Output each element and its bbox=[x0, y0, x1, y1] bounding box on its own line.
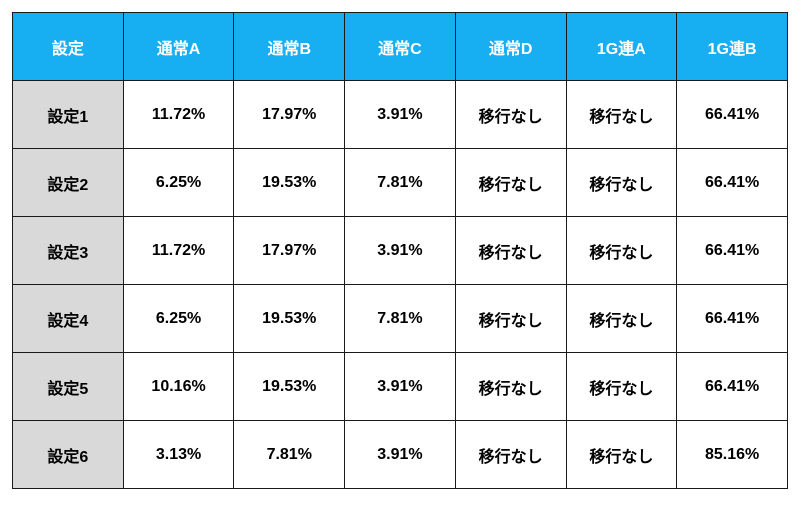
cell: 19.53% bbox=[234, 353, 345, 421]
cell: 17.97% bbox=[234, 81, 345, 149]
table-row: 設定3 11.72% 17.97% 3.91% 移行なし 移行なし 66.41% bbox=[13, 217, 788, 285]
cell: 移行なし bbox=[566, 149, 677, 217]
cell: 移行なし bbox=[566, 421, 677, 489]
cell: 移行なし bbox=[566, 353, 677, 421]
header-row: 設定 通常A 通常B 通常C 通常D 1G連A 1G連B bbox=[13, 13, 788, 81]
cell: 移行なし bbox=[455, 285, 566, 353]
cell: 移行なし bbox=[566, 285, 677, 353]
table-row: 設定5 10.16% 19.53% 3.91% 移行なし 移行なし 66.41% bbox=[13, 353, 788, 421]
row-label: 設定1 bbox=[13, 81, 124, 149]
row-label: 設定3 bbox=[13, 217, 124, 285]
cell: 17.97% bbox=[234, 217, 345, 285]
col-header: 設定 bbox=[13, 13, 124, 81]
cell: 移行なし bbox=[566, 217, 677, 285]
cell: 6.25% bbox=[123, 149, 234, 217]
cell: 移行なし bbox=[455, 217, 566, 285]
cell: 66.41% bbox=[677, 81, 788, 149]
col-header: 通常D bbox=[455, 13, 566, 81]
cell: 移行なし bbox=[566, 81, 677, 149]
col-header: 通常C bbox=[345, 13, 456, 81]
row-label: 設定2 bbox=[13, 149, 124, 217]
row-label: 設定5 bbox=[13, 353, 124, 421]
col-header: 1G連A bbox=[566, 13, 677, 81]
cell: 66.41% bbox=[677, 149, 788, 217]
col-header: 1G連B bbox=[677, 13, 788, 81]
cell: 3.91% bbox=[345, 217, 456, 285]
cell: 3.91% bbox=[345, 353, 456, 421]
table-row: 設定1 11.72% 17.97% 3.91% 移行なし 移行なし 66.41% bbox=[13, 81, 788, 149]
row-label: 設定4 bbox=[13, 285, 124, 353]
table-body: 設定1 11.72% 17.97% 3.91% 移行なし 移行なし 66.41%… bbox=[13, 81, 788, 489]
data-table: 設定 通常A 通常B 通常C 通常D 1G連A 1G連B 設定1 11.72% … bbox=[12, 12, 788, 489]
cell: 移行なし bbox=[455, 353, 566, 421]
cell: 66.41% bbox=[677, 217, 788, 285]
table-row: 設定6 3.13% 7.81% 3.91% 移行なし 移行なし 85.16% bbox=[13, 421, 788, 489]
table-row: 設定4 6.25% 19.53% 7.81% 移行なし 移行なし 66.41% bbox=[13, 285, 788, 353]
cell: 10.16% bbox=[123, 353, 234, 421]
cell: 66.41% bbox=[677, 285, 788, 353]
cell: 7.81% bbox=[234, 421, 345, 489]
cell: 3.91% bbox=[345, 81, 456, 149]
cell: 11.72% bbox=[123, 217, 234, 285]
cell: 移行なし bbox=[455, 81, 566, 149]
row-label: 設定6 bbox=[13, 421, 124, 489]
cell: 19.53% bbox=[234, 285, 345, 353]
cell: 7.81% bbox=[345, 285, 456, 353]
cell: 66.41% bbox=[677, 353, 788, 421]
cell: 移行なし bbox=[455, 149, 566, 217]
table-row: 設定2 6.25% 19.53% 7.81% 移行なし 移行なし 66.41% bbox=[13, 149, 788, 217]
cell: 3.13% bbox=[123, 421, 234, 489]
cell: 3.91% bbox=[345, 421, 456, 489]
cell: 移行なし bbox=[455, 421, 566, 489]
cell: 11.72% bbox=[123, 81, 234, 149]
cell: 6.25% bbox=[123, 285, 234, 353]
cell: 85.16% bbox=[677, 421, 788, 489]
col-header: 通常A bbox=[123, 13, 234, 81]
cell: 7.81% bbox=[345, 149, 456, 217]
cell: 19.53% bbox=[234, 149, 345, 217]
col-header: 通常B bbox=[234, 13, 345, 81]
